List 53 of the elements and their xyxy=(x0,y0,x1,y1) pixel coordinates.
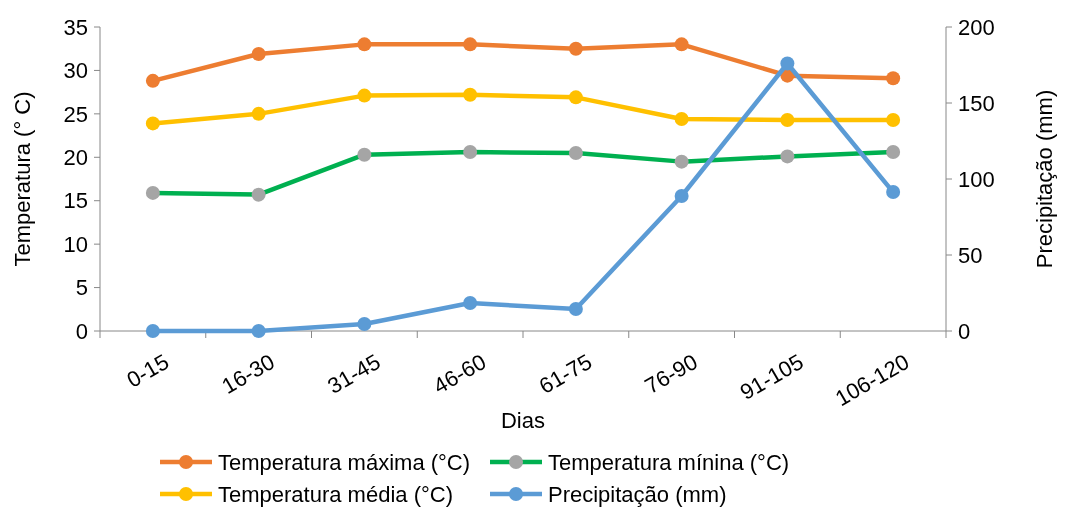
point xyxy=(674,154,689,169)
y2-axis-title: Precipitação (mm) xyxy=(1032,89,1057,269)
point xyxy=(145,324,160,338)
legend-label: Temperatura máxima (°C) xyxy=(218,449,471,475)
point xyxy=(780,149,795,164)
x-tick-label: 46-60 xyxy=(429,349,491,399)
point xyxy=(780,56,795,71)
point xyxy=(463,145,478,160)
x-tick-label: 0-15 xyxy=(122,349,174,393)
y-tick-label: 10 xyxy=(63,231,88,257)
y2-tick-label: 0 xyxy=(958,318,971,344)
point xyxy=(357,88,372,103)
legend-label: Temperatura média (°C) xyxy=(218,481,453,507)
point xyxy=(145,116,160,131)
y-tick-label: 30 xyxy=(63,58,88,84)
point xyxy=(568,90,583,105)
y2-tick-label: 100 xyxy=(958,166,995,192)
legend-label: Temperatura mínina (°C) xyxy=(548,449,790,475)
y-tick-label: 20 xyxy=(63,144,88,170)
point xyxy=(674,189,689,204)
point xyxy=(568,145,583,160)
point xyxy=(357,37,372,52)
point xyxy=(780,112,795,127)
point xyxy=(463,37,478,52)
point xyxy=(145,73,160,88)
y2-tick-label: 150 xyxy=(958,90,995,116)
y-tick-label: 35 xyxy=(63,14,88,40)
point xyxy=(463,87,478,102)
point xyxy=(674,112,689,127)
point xyxy=(886,112,901,127)
y-tick-label: 25 xyxy=(63,101,88,127)
point xyxy=(886,185,901,200)
point xyxy=(463,296,478,311)
x-axis-title: Dias xyxy=(500,408,546,433)
y-tick-label: 0 xyxy=(75,318,88,344)
y2-tick-label: 200 xyxy=(958,14,995,40)
point xyxy=(251,106,266,121)
legend-label: Precipitação (mm) xyxy=(548,481,727,507)
point xyxy=(357,147,372,162)
point xyxy=(145,185,160,200)
y-axis-title: Temperatura (° C) xyxy=(10,91,35,267)
point xyxy=(251,324,266,338)
point xyxy=(251,46,266,61)
point xyxy=(568,301,583,316)
point xyxy=(674,37,689,52)
point xyxy=(886,145,901,160)
point xyxy=(568,41,583,56)
point xyxy=(251,187,266,202)
y-tick-label: 5 xyxy=(75,275,88,301)
point xyxy=(886,71,901,86)
point xyxy=(357,317,372,332)
y-tick-label: 15 xyxy=(63,188,88,214)
y2-tick-label: 50 xyxy=(958,242,983,268)
